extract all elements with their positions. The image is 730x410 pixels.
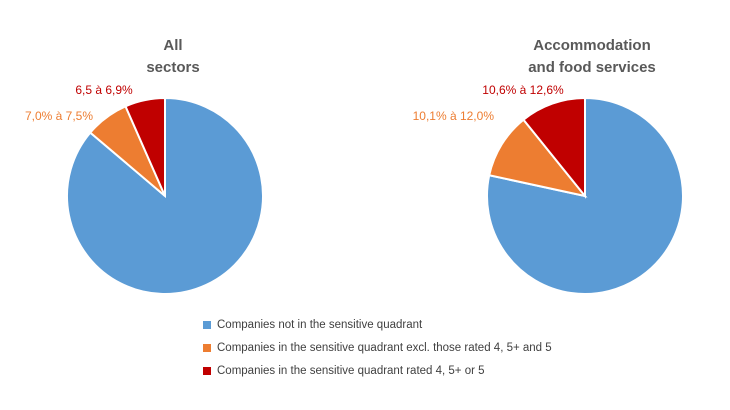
legend-label: Companies not in the sensitive quadrant (217, 318, 423, 331)
pie-slice-3 (124, 96, 166, 197)
pie-title-line: Accommodation (533, 37, 651, 54)
legend-item-sensitive-excl: Companies in the sensitive quadrant excl… (203, 336, 552, 359)
legend-swatch (203, 320, 211, 329)
legend-swatch (203, 343, 211, 352)
legend-label: Companies in the sensitive quadrant excl… (217, 341, 552, 354)
legend-swatch (203, 366, 211, 375)
pie-data-label: 10,1% à 12,0% (413, 109, 495, 123)
pie-data-label: 7,0% à 7,5% (25, 109, 93, 123)
pie-title-line: All (163, 37, 182, 54)
pie-chart-1: All sectors 7,0% à 7,5% 6,5 à 6,9% (25, 37, 264, 295)
pie-chart-2: Accommodation and food services 10,1% à 12… (413, 37, 684, 295)
pie-slice-3 (522, 96, 586, 199)
pie-title-line: sectors (146, 59, 199, 76)
pie-slice-2 (488, 118, 588, 198)
pie-data-label: 6,5 à 6,9% (75, 83, 133, 97)
pie-title-line: and food services (528, 59, 656, 76)
legend-item-sensitive-rated: Companies in the sensitive quadrant rate… (203, 359, 552, 382)
pie-title: Accommodation and food services (528, 37, 656, 76)
pie-title: All sectors (146, 37, 199, 76)
legend-label: Companies in the sensitive quadrant rate… (217, 364, 485, 377)
legend: Companies not in the sensitive quadrant … (203, 313, 552, 382)
legend-item-not-sensitive: Companies not in the sensitive quadrant (203, 313, 552, 336)
pie-data-label: 10,6% à 12,6% (482, 83, 564, 97)
